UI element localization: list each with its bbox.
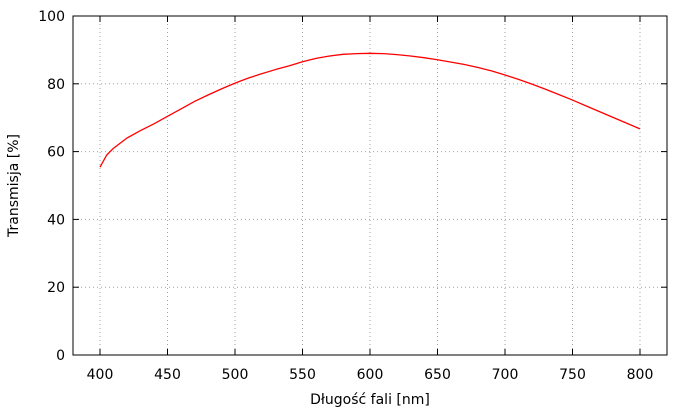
x-tick-label: 500: [222, 367, 249, 383]
x-tick-label: 550: [289, 367, 316, 383]
x-tick-label: 600: [357, 367, 384, 383]
x-tick-label: 650: [424, 367, 451, 383]
x-tick-label: 700: [492, 367, 519, 383]
x-tick-label: 750: [559, 367, 586, 383]
y-tick-label: 0: [56, 348, 65, 364]
y-tick-label: 20: [47, 280, 65, 296]
y-axis-label: Transmisja [%]: [6, 134, 22, 238]
tick-layer: 400 450 500 550 600 650 700 750 800 0 20 40 60 80 100: [38, 9, 667, 383]
y-tick-label: 80: [47, 77, 65, 93]
series-layer: [99, 52, 641, 168]
x-tick-label: 400: [87, 367, 114, 383]
x-axis-label: Długość fali [nm]: [310, 392, 430, 408]
y-tick-label: 100: [38, 9, 65, 25]
grid-layer: [73, 15, 667, 356]
x-tick-label: 800: [627, 367, 654, 383]
y-tick-label: 40: [47, 212, 65, 228]
x-tick-label: 450: [154, 367, 181, 383]
transmission-curve: [99, 52, 641, 168]
y-tick-label: 60: [47, 145, 65, 161]
